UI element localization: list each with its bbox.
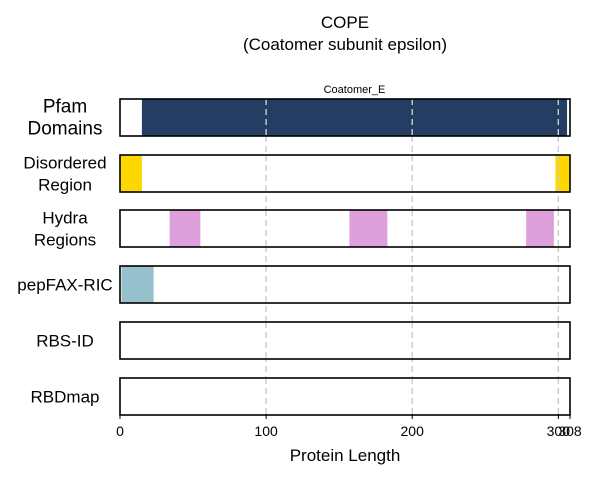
track-border [119, 209, 571, 248]
segment-0 [121, 266, 154, 303]
track-label: RBS-ID [36, 332, 94, 351]
track-label: Hydra [42, 209, 88, 228]
track-border [119, 321, 571, 360]
track-label: RBDmap [31, 388, 100, 407]
x-tick-label: 300 [547, 423, 571, 439]
segment-1 [349, 210, 388, 247]
track-label: Pfam [43, 97, 87, 118]
x-axis-label: Protein Length [290, 446, 401, 465]
track-label: pepFAX-RIC [17, 276, 112, 295]
track-label: Regions [34, 231, 96, 250]
segment-0 [120, 155, 142, 192]
track-border [119, 265, 571, 304]
track-border [119, 377, 571, 416]
track-label: Disordered [23, 154, 106, 173]
track-3: pepFAX-RIC [17, 265, 571, 304]
track-1: Disordered Region [23, 154, 571, 195]
x-tick-label: 100 [254, 423, 278, 439]
segment-0 [169, 210, 201, 247]
domain-label: Coatomer_E [324, 84, 386, 96]
segment-0 [141, 99, 568, 136]
track-background [120, 322, 570, 359]
segment-1 [555, 155, 570, 192]
track-background [120, 155, 570, 192]
track-background [120, 266, 570, 303]
track-border [119, 154, 571, 193]
x-tick-label: 308 [558, 423, 582, 439]
track-background [120, 378, 570, 415]
chart-title: COPE [321, 13, 369, 32]
x-tick-label: 0 [116, 423, 124, 439]
chart-subtitle: (Coatomer subunit epsilon) [243, 35, 447, 54]
track-label: Domains [28, 119, 103, 140]
track-label: Region [38, 176, 92, 195]
segment-2 [526, 210, 554, 247]
track-5: RBDmap [31, 377, 571, 416]
track-border [119, 98, 571, 137]
x-tick-label: 200 [401, 423, 425, 439]
track-2: Hydra Regions [34, 209, 571, 250]
track-4: RBS-ID [36, 321, 571, 360]
